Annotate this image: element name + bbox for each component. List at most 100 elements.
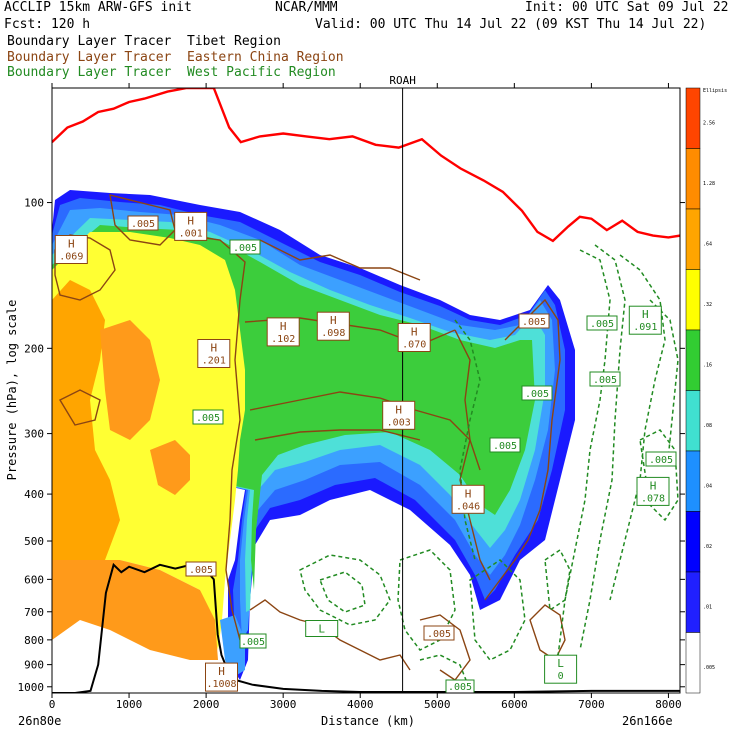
west-pacific-contour	[609, 254, 666, 601]
colorbar-level-label: .16	[703, 362, 712, 368]
colorbar-level-label: .005	[703, 665, 715, 671]
y-tick-label: 200	[24, 342, 44, 355]
extremum-value: .070	[402, 340, 426, 351]
contour-value-text: .005	[448, 682, 472, 693]
contour-value-label: .005	[239, 633, 267, 649]
contour-value-text: .005	[189, 565, 213, 576]
contour-value-text: .005	[525, 389, 549, 400]
colorbar-level-label: .02	[703, 544, 712, 550]
extremum-value: .091	[633, 322, 657, 333]
extremum-value: .003	[387, 417, 411, 428]
contour-value-label: .005	[645, 451, 677, 467]
contour-value-text: .005	[593, 375, 617, 386]
extremum-type: H	[210, 342, 217, 355]
extremum-box	[54, 235, 88, 264]
x-tick-label: 2000	[193, 698, 220, 711]
contour-value-label: .005	[127, 215, 159, 231]
valid-time: Valid: 00 UTC Thu 14 Jul 22 (09 KST Thu …	[315, 17, 707, 32]
eastern-china-contour	[529, 604, 566, 662]
y-axis-title: Pressure (hPa), log scale	[5, 300, 19, 481]
eastern-china-contour	[59, 389, 101, 426]
eastern-china-contour	[184, 234, 246, 641]
extremum-label: H.003	[382, 400, 416, 430]
x-tick-label: 3000	[270, 698, 297, 711]
x-axis-title: Distance (km)	[321, 714, 415, 728]
extremum-type: H	[650, 479, 657, 492]
legend-eastern-china-region: Eastern China Region	[187, 50, 344, 65]
colorbar-swatch	[685, 269, 701, 331]
contour-value-text: .005	[131, 219, 155, 230]
contour-value-text: .005	[427, 629, 451, 640]
extremum-type: H	[218, 665, 225, 678]
y-axis: 100 200 300 400 500 600 700 800 900 1000	[18, 197, 685, 694]
legend-west-pacific: Boundary Layer Tracer West Pacific Regio…	[7, 65, 336, 80]
colorbar-swatch	[685, 329, 701, 391]
contour-value-text: .005	[590, 319, 614, 330]
contour-value-text: .005	[241, 637, 265, 648]
extremum-type: L	[557, 657, 564, 670]
roah-marker-label: ROAH	[389, 74, 416, 87]
colorbar-level-label: .01	[703, 604, 712, 610]
contour-value-text: .005	[196, 413, 220, 424]
extremum-value: 0	[558, 671, 564, 682]
y-tick-label: 500	[24, 535, 44, 548]
extremum-type: L	[318, 623, 325, 636]
extremum-box	[382, 400, 416, 430]
x-tick-label: 6000	[501, 698, 528, 711]
west-pacific-contour	[554, 249, 611, 681]
contour-value-labels: .005 .005 .005 .005 .005 .005 .005 .005 …	[127, 215, 677, 694]
contour-value-text: .005	[233, 243, 257, 254]
eastern-china-contour	[454, 329, 491, 581]
colorbar-level-label: 2.56	[703, 120, 715, 126]
y-tick-label: 800	[24, 634, 44, 647]
colorbar-swatch	[685, 87, 701, 149]
extremum-value: .098	[321, 328, 345, 339]
extremum-label: L0	[544, 654, 578, 684]
colorbar-level-label: 1.28	[703, 181, 715, 187]
extremum-value: .046	[456, 501, 480, 512]
extremum-type: H	[411, 326, 418, 339]
legend-eastern-china-prefix: Boundary Layer Tracer	[7, 50, 172, 65]
west-pacific-contour	[649, 299, 679, 461]
legend-west-pacific-region: West Pacific Region	[187, 65, 336, 80]
x-tick-label: 0	[49, 698, 56, 711]
forecast-hour: Fcst: 120 h	[4, 17, 91, 32]
colorbar-level-label: .64	[703, 241, 712, 247]
tracer-band-orange-4	[150, 440, 190, 495]
x-left-endpoint: 26n80e	[18, 714, 61, 728]
y-tick-label: 900	[24, 659, 44, 672]
extremum-box	[397, 323, 431, 352]
colorbar-swatch	[685, 148, 701, 210]
extremum-type: H	[642, 308, 649, 321]
tropopause-line	[52, 88, 680, 243]
contour-value-label: .005	[445, 679, 475, 694]
contour-value-text: .005	[522, 317, 546, 328]
west-pacific-contour	[544, 548, 571, 612]
x-tick-label: 7000	[578, 698, 605, 711]
contour-value-label: .005	[518, 313, 550, 329]
legend-tibet: Boundary Layer Tracer Tibet Region	[7, 34, 281, 49]
extremum-value: .078	[641, 493, 665, 504]
contour-value-label: .005	[192, 409, 224, 425]
y-tick-label: 700	[24, 606, 44, 619]
x-tick-label: 8000	[655, 698, 682, 711]
extremum-type: H	[68, 238, 75, 251]
contour-value-label: .005	[589, 371, 621, 387]
x-tick-label: 5000	[424, 698, 451, 711]
colorbar-swatch	[685, 390, 701, 452]
extremum-type: H	[187, 214, 194, 227]
contour-value-text: .005	[649, 455, 673, 466]
center-name: NCAR/MMM	[275, 0, 338, 15]
colorbar: 2.56 1.28 .64 .32 .16 .08 .04 .02 .01 .005	[685, 87, 715, 694]
y-tick-label: 600	[24, 573, 44, 586]
extremum-box	[544, 654, 578, 684]
extremum-label: H.001	[174, 211, 208, 241]
extremum-box	[305, 620, 339, 637]
colorbar-swatch	[685, 208, 701, 270]
extremum-value: .201	[202, 356, 226, 367]
legend-tibet-region: Tibet Region	[187, 34, 281, 49]
extremum-value: .102	[271, 334, 295, 345]
eastern-china-contour	[259, 239, 421, 281]
